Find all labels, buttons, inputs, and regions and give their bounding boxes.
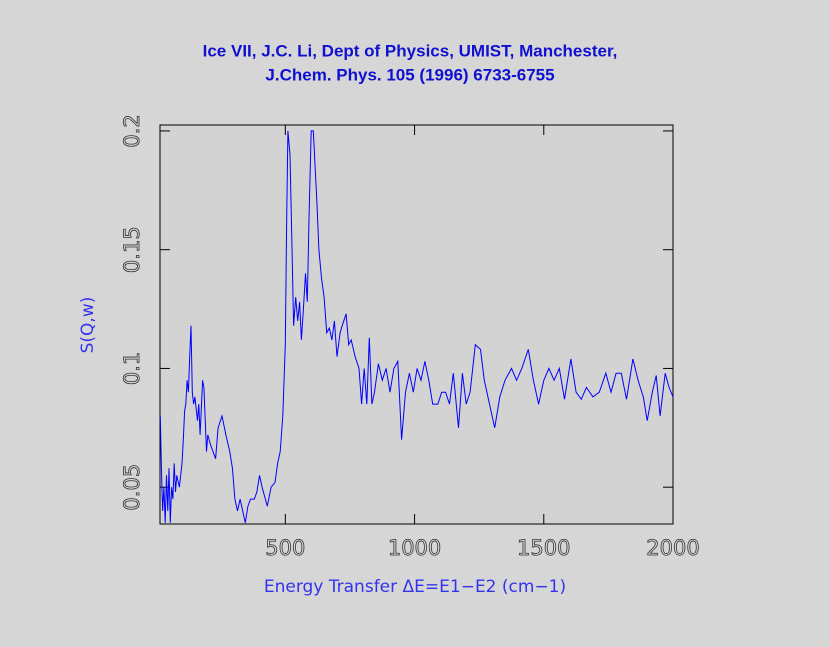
x-tick-label: 500 <box>265 536 305 560</box>
x-tick-label: 1000 <box>388 536 441 560</box>
chart-subtitle: J.Chem. Phys. 105 (1996) 6733-6755 <box>265 65 554 84</box>
y-axis-label: S(Q,w) <box>78 297 98 354</box>
chart-title: Ice VII, J.C. Li, Dept of Physics, UMIST… <box>203 41 618 60</box>
x-tick-label: 1500 <box>517 536 570 560</box>
plot-area <box>159 124 674 525</box>
y-tick-label: 0.1 <box>120 352 144 385</box>
y-tick-label: 0.05 <box>120 464 144 511</box>
x-tick-label: 2000 <box>646 536 699 560</box>
x-axis-label: Energy Transfer ΔE=E1−E2 (cm−1) <box>264 577 566 597</box>
y-tick-label: 0.2 <box>120 114 144 147</box>
data-line <box>159 130 674 523</box>
y-tick-label: 0.15 <box>120 226 144 273</box>
